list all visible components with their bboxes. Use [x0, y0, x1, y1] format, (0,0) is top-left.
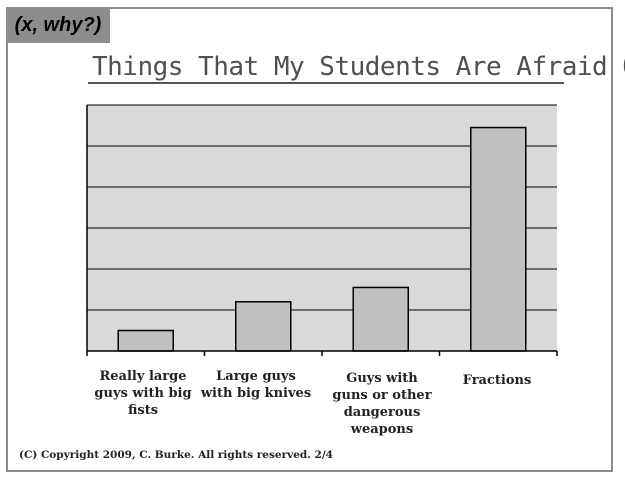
- chart-title: Things That My Students Are Afraid Of: [92, 52, 625, 82]
- category-label: Large guys with big knives: [200, 369, 312, 401]
- title-underline: [88, 82, 564, 84]
- series-badge: (x, why?): [6, 7, 110, 43]
- bar: [117, 329, 174, 352]
- bar: [352, 286, 409, 352]
- axes: [86, 105, 558, 356]
- bar: [235, 301, 292, 352]
- copyright-footer: (C) Copyright 2009, C. Burke. All rights…: [19, 449, 333, 461]
- bars: [117, 126, 527, 352]
- category-label: Guys with guns or other dangerous weapon…: [332, 371, 432, 437]
- category-label: Fractions: [462, 373, 532, 388]
- category-label: Really large guys with big fists: [94, 369, 192, 418]
- bar: [470, 126, 527, 352]
